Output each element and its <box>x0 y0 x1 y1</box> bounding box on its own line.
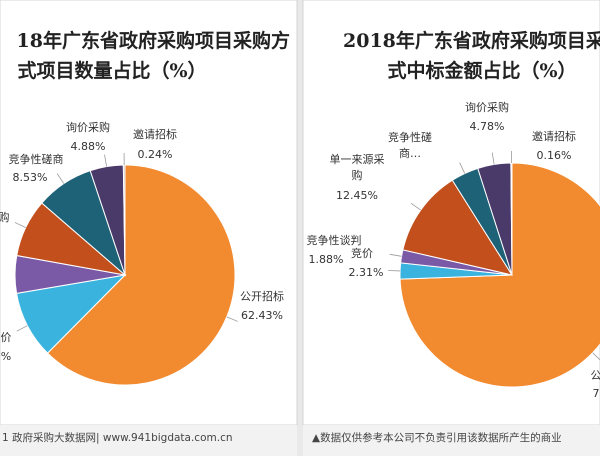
left-footer <box>0 425 297 456</box>
slice-label: 竞争性磋商… <box>388 130 432 160</box>
slice-label: 竞争性磋商 <box>9 152 64 166</box>
value-label: 1.88% <box>309 253 344 266</box>
leader-line <box>56 173 65 184</box>
slice-label: 邀请招标 <box>133 127 177 141</box>
chart-title: 式项目数量占比（%） <box>17 59 206 82</box>
chart-title: 式中标金额占比（%） <box>387 59 576 82</box>
leader-line <box>389 253 402 257</box>
value-label: 7 <box>593 387 600 400</box>
value-label: 0.24% <box>138 148 173 161</box>
value-label: 2.31% <box>349 266 384 279</box>
right-footer <box>303 425 600 456</box>
value-label: 62.43% <box>241 309 283 322</box>
leader-line <box>410 202 421 211</box>
value-label: 8.53% <box>13 171 48 184</box>
pie-slice <box>510 162 513 276</box>
slice-label: 公 <box>591 369 600 382</box>
chart-title: 18年广东省政府采购项目采购方 <box>17 29 290 52</box>
slice-label: 公开招标 <box>240 289 284 303</box>
slice-label: 价 <box>1 331 12 344</box>
leader-line <box>226 316 238 322</box>
value-label: 0.16% <box>537 149 572 162</box>
value-label: % <box>1 350 11 363</box>
pie-slice <box>399 162 600 388</box>
slice-label: 购 <box>0 210 10 224</box>
pie-slice <box>402 179 514 276</box>
value-label: 4.88% <box>71 140 106 153</box>
leader-line <box>104 154 107 167</box>
slice-label: 询价采购 <box>66 120 110 134</box>
leader-line <box>16 325 28 332</box>
slice-label: 邀请招标 <box>532 129 576 143</box>
slice-label: 询价采购 <box>465 100 509 114</box>
chart-title: 2018年广东省政府采购项目采 <box>343 29 600 52</box>
pie-slice <box>122 164 126 276</box>
value-label: 12.45% <box>336 189 378 202</box>
slice-label: 单一来源采购 <box>330 152 385 182</box>
value-label: 4.78% <box>470 120 505 133</box>
leader-line <box>14 222 26 228</box>
source-note: 1 政府采购大数据网| www.941bigdata.com.cn <box>2 431 233 444</box>
slice-label: 竞价 <box>351 246 373 260</box>
source-note: ▲数据仅供参考本公司不负责引用该数据所产生的商业 <box>312 431 562 444</box>
leader-line <box>459 162 466 174</box>
leader-line <box>491 152 495 165</box>
slice-label: 竞争性谈判 <box>307 233 362 247</box>
